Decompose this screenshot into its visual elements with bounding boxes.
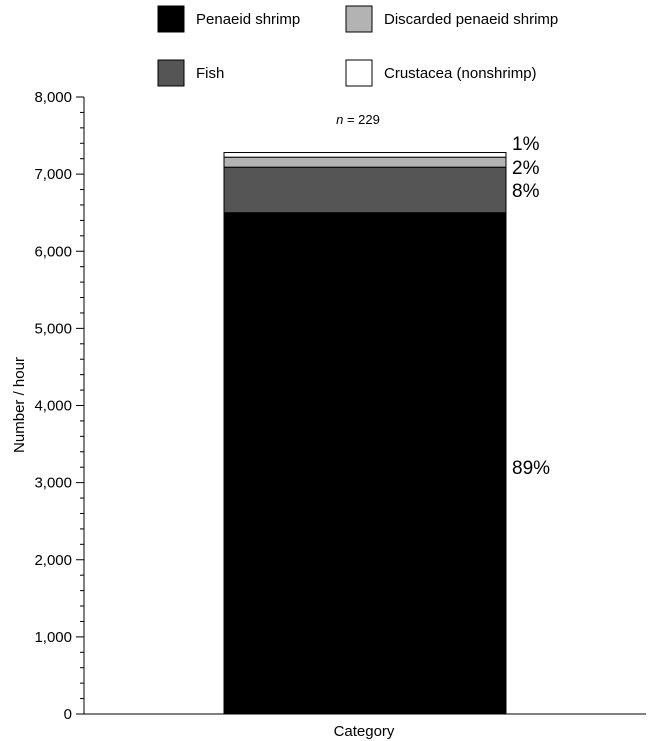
legend-swatch <box>157 59 185 87</box>
legend-item-crustacea-nonshrimp: Crustacea (nonshrimp) <box>345 59 537 87</box>
percent-label-fish: 8% <box>512 181 540 202</box>
bar-segment-crustacea-nonshrimp <box>223 152 507 158</box>
legend-label: Crustacea (nonshrimp) <box>384 65 537 82</box>
y-tick-label: 5,000 <box>34 320 72 337</box>
legend: Penaeid shrimp Discarded penaeid shrimp Fi… <box>157 5 558 87</box>
legend-label: Discarded penaeid shrimp <box>384 11 558 28</box>
legend-item-discarded-penaeid-shrimp: Discarded penaeid shrimp <box>345 5 558 33</box>
percent-label-penaeid-shrimp: 89% <box>512 458 550 479</box>
y-axis-title: Number / hour <box>11 357 28 453</box>
y-tick-label: 8,000 <box>34 89 72 106</box>
y-tick-label: 3,000 <box>34 475 72 492</box>
bar-segment-fish <box>223 166 507 214</box>
legend-swatch <box>345 59 373 87</box>
legend-swatch <box>157 5 185 33</box>
legend-item-penaeid-shrimp: Penaeid shrimp <box>157 5 300 33</box>
bar-segments <box>223 152 507 715</box>
y-tick-label: 2,000 <box>34 552 72 569</box>
y-tick-label: 0 <box>64 706 72 723</box>
y-tick-label: 4,000 <box>34 398 72 415</box>
legend-swatch <box>345 5 373 33</box>
y-tick-label: 6,000 <box>34 243 72 260</box>
percent-labels: 89% 8%2% 1% <box>512 134 550 479</box>
y-tick-label: 1,000 <box>34 629 72 646</box>
bar-segment-discarded-penaeid-shrimp <box>223 156 507 168</box>
sample-size-annotation: n = 229 <box>336 112 380 127</box>
percent-label-crustacea-nonshrimp: 1% <box>512 134 540 155</box>
y-axis: 0 1,000 2,000 3,000 4,000 5,000 6,000 7,000 8,00… <box>34 89 85 723</box>
y-tick-label: 7,000 <box>34 166 72 183</box>
x-axis-title: Category <box>334 723 395 740</box>
percent-label-discarded-penaeid-shrimp: 2% <box>512 158 540 179</box>
legend-label: Fish <box>196 65 224 82</box>
legend-label: Penaeid shrimp <box>196 11 300 28</box>
bar-segment-penaeid-shrimp <box>223 212 507 715</box>
legend-item-fish: Fish <box>157 59 224 87</box>
